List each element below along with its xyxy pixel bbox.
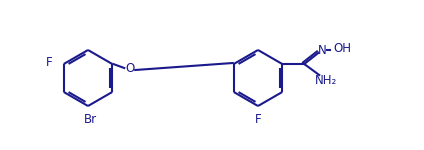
Text: F: F bbox=[255, 113, 261, 126]
Text: O: O bbox=[126, 63, 135, 75]
Text: OH: OH bbox=[333, 42, 351, 56]
Text: NH₂: NH₂ bbox=[315, 74, 338, 87]
Text: F: F bbox=[46, 57, 53, 69]
Text: N: N bbox=[318, 44, 326, 57]
Text: Br: Br bbox=[84, 113, 97, 126]
